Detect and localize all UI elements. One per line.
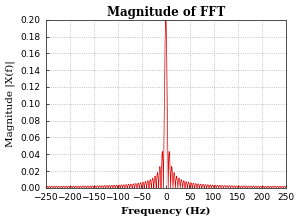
Title: Magnitude of FFT: Magnitude of FFT — [107, 6, 225, 19]
X-axis label: Frequency (Hz): Frequency (Hz) — [121, 207, 211, 216]
Y-axis label: Magnitude |X(f)|: Magnitude |X(f)| — [6, 60, 15, 147]
